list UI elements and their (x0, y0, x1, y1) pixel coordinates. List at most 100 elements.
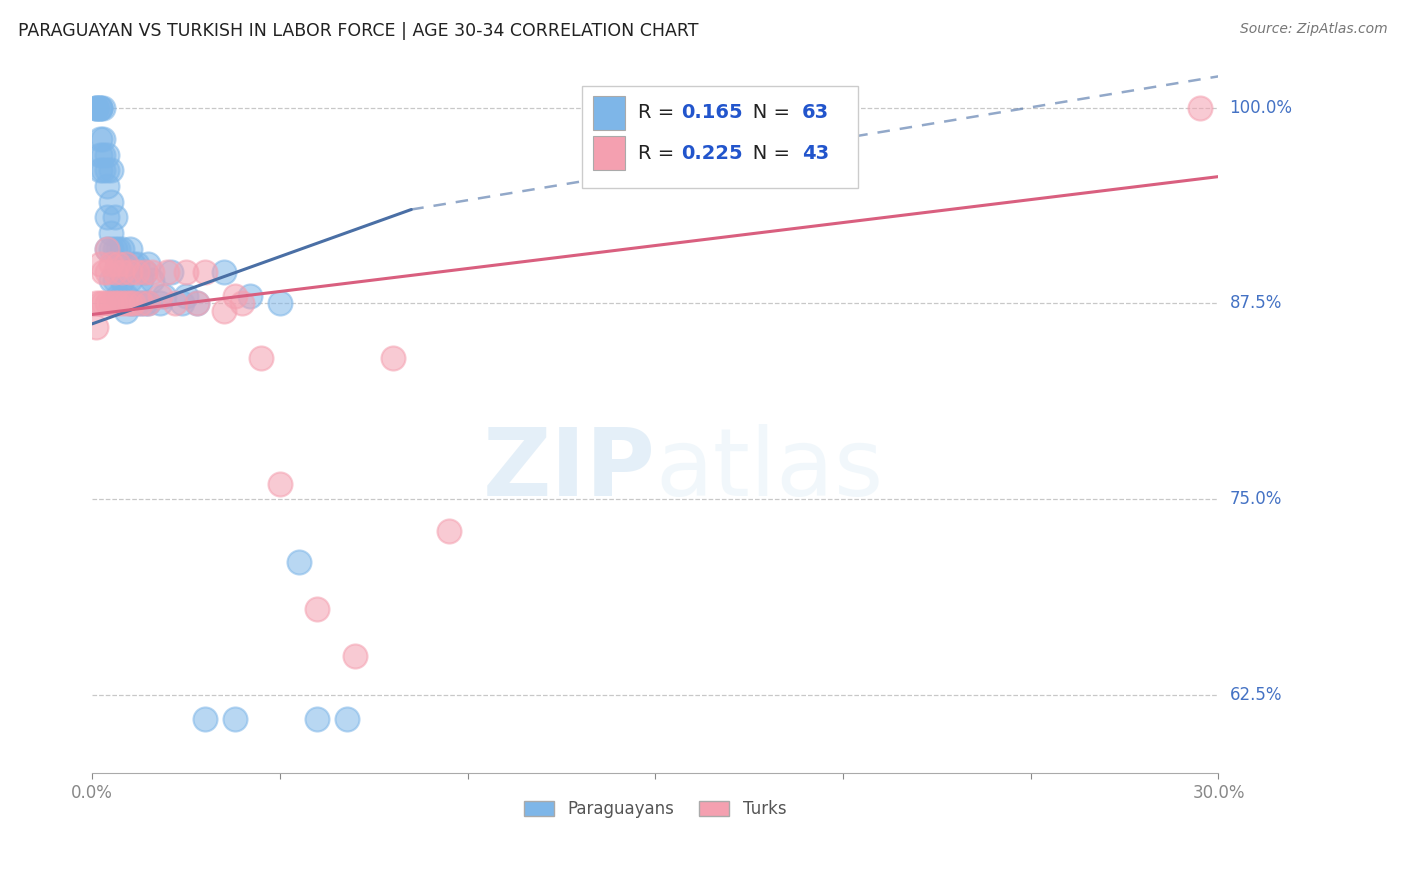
Point (104, 265, 127, 279)
Point (100, 163, 122, 178)
Point (307, 602, 329, 616)
Point (111, 296, 134, 310)
Legend: Paraguayans, Turks: Paraguayans, Turks (517, 794, 793, 825)
Point (100, 194, 122, 209)
Point (89, 132, 111, 146)
Text: ZIP: ZIP (482, 425, 655, 516)
Point (138, 296, 160, 310)
Text: 62.5%: 62.5% (1230, 686, 1282, 704)
Point (336, 712, 359, 726)
Point (134, 265, 156, 279)
Point (84, 101, 107, 115)
Point (100, 273, 122, 287)
Point (134, 265, 156, 279)
Point (93, 132, 115, 146)
Point (152, 288, 174, 302)
Point (134, 296, 156, 310)
Point (224, 712, 246, 726)
Text: 100.0%: 100.0% (1230, 99, 1292, 117)
Point (129, 296, 152, 310)
Text: 63: 63 (801, 103, 830, 122)
Point (104, 273, 127, 287)
Point (115, 257, 138, 271)
Text: atlas: atlas (655, 425, 883, 516)
Point (100, 242, 122, 256)
Point (129, 273, 152, 287)
Point (107, 288, 129, 302)
Text: N =: N = (734, 103, 796, 122)
Point (115, 296, 138, 310)
Point (93, 147, 115, 161)
Point (107, 257, 129, 271)
Point (96, 211, 118, 225)
Point (129, 296, 152, 310)
Point (89, 296, 111, 310)
Point (174, 288, 197, 302)
Point (172, 296, 194, 310)
Point (104, 296, 127, 310)
Point (96, 265, 118, 279)
Point (212, 265, 235, 279)
Point (156, 265, 179, 279)
Point (100, 226, 122, 240)
Point (96, 179, 118, 194)
Point (118, 242, 141, 256)
Point (115, 257, 138, 271)
Point (212, 304, 235, 318)
Point (93, 163, 115, 178)
Point (111, 288, 134, 302)
Point (224, 288, 246, 302)
Point (89, 101, 111, 115)
Point (89, 257, 111, 271)
Point (127, 296, 149, 310)
Point (89, 163, 111, 178)
FancyBboxPatch shape (593, 136, 624, 170)
Point (118, 296, 141, 310)
Point (107, 257, 129, 271)
Point (118, 273, 141, 287)
Point (115, 288, 138, 302)
Point (122, 296, 145, 310)
Point (84, 296, 107, 310)
Point (100, 296, 122, 310)
Point (141, 273, 163, 287)
Point (231, 296, 253, 310)
Point (307, 712, 329, 726)
Point (93, 296, 115, 310)
Point (111, 273, 134, 287)
Point (194, 265, 217, 279)
FancyBboxPatch shape (582, 87, 858, 188)
Point (381, 351, 404, 366)
Point (84, 320, 107, 334)
Text: 87.5%: 87.5% (1230, 294, 1282, 312)
Point (118, 296, 141, 310)
Point (138, 296, 160, 310)
Text: 75.0%: 75.0% (1230, 491, 1282, 508)
Text: N =: N = (734, 144, 796, 162)
Point (107, 242, 129, 256)
Point (93, 265, 115, 279)
Text: 0.225: 0.225 (682, 144, 742, 162)
Point (89, 101, 111, 115)
FancyBboxPatch shape (593, 96, 624, 130)
Point (127, 265, 149, 279)
Point (89, 147, 111, 161)
Point (93, 101, 115, 115)
Point (127, 257, 149, 271)
Text: 0.165: 0.165 (682, 103, 742, 122)
Point (107, 296, 129, 310)
Point (160, 265, 183, 279)
Point (437, 524, 460, 538)
Point (239, 288, 262, 302)
Text: 43: 43 (801, 144, 830, 162)
Point (287, 555, 309, 569)
Point (1188, 101, 1211, 115)
Text: Source: ZipAtlas.com: Source: ZipAtlas.com (1240, 22, 1388, 37)
Point (138, 257, 160, 271)
Point (174, 265, 197, 279)
Point (194, 712, 217, 726)
Point (269, 476, 291, 491)
Point (100, 257, 122, 271)
Point (118, 265, 141, 279)
Point (96, 242, 118, 256)
